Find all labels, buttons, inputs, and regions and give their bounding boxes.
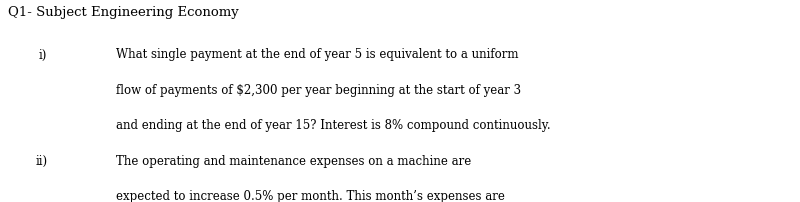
Text: ii): ii): [36, 155, 48, 167]
Text: and ending at the end of year 15? Interest is 8% compound continuously.: and ending at the end of year 15? Intere…: [116, 119, 550, 132]
Text: i): i): [38, 48, 46, 61]
Text: The operating and maintenance expenses on a machine are: The operating and maintenance expenses o…: [116, 155, 471, 167]
Text: flow of payments of $2,300 per year beginning at the start of year 3: flow of payments of $2,300 per year begi…: [116, 84, 521, 97]
Text: expected to increase 0.5% per month. This month’s expenses are: expected to increase 0.5% per month. Thi…: [116, 190, 505, 202]
Text: What single payment at the end of year 5 is equivalent to a uniform: What single payment at the end of year 5…: [116, 48, 518, 61]
Text: Q1- Subject Engineering Economy: Q1- Subject Engineering Economy: [8, 6, 238, 19]
